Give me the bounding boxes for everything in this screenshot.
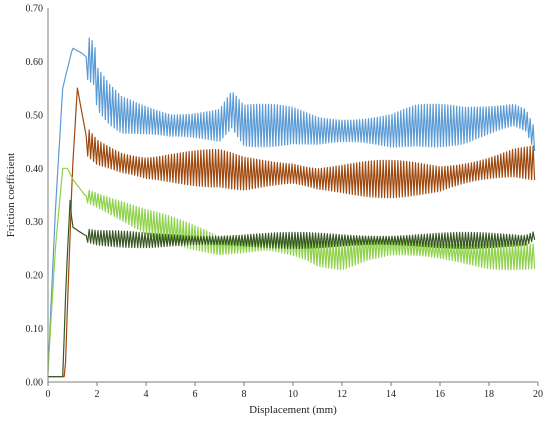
x-tick-label: 6 (193, 389, 198, 400)
x-tick-label: 4 (144, 389, 149, 400)
series-line-2 (48, 87, 536, 378)
x-tick-label: 12 (337, 389, 347, 400)
x-tick-label: 20 (533, 389, 543, 400)
x-tick-label: 2 (95, 389, 100, 400)
x-tick-label: 8 (242, 389, 247, 400)
y-tick-label: 0.60 (26, 57, 44, 68)
y-tick-label: 0.10 (26, 324, 44, 335)
x-tick-label: 18 (484, 389, 494, 400)
series-line-1 (47, 37, 536, 372)
series-line-3 (47, 167, 536, 372)
y-tick-label: 0.30 (26, 217, 44, 228)
y-tick-label: 0.70 (26, 4, 44, 15)
x-tick-label: 10 (288, 389, 298, 400)
y-tick-label: 0.40 (26, 164, 44, 175)
series-line-4 (48, 199, 536, 378)
x-axis-label: Displacement (mm) (249, 404, 337, 416)
x-ticks: 0 2 4 6 8 10 12 14 16 18 20 (46, 382, 543, 400)
series-layer (47, 37, 536, 378)
x-tick-label: 14 (386, 389, 396, 400)
y-tick-label: 0.20 (26, 271, 44, 282)
y-tick-label: 0.00 (26, 378, 44, 389)
x-tick-label: 16 (435, 389, 445, 400)
y-axis-label: Friction coefficient (5, 153, 17, 237)
y-ticks: 0.00 0.10 0.20 0.30 0.40 0.50 0.60 0.70 (26, 4, 44, 389)
x-tick-label: 0 (46, 389, 51, 400)
y-tick-label: 0.50 (26, 110, 44, 121)
